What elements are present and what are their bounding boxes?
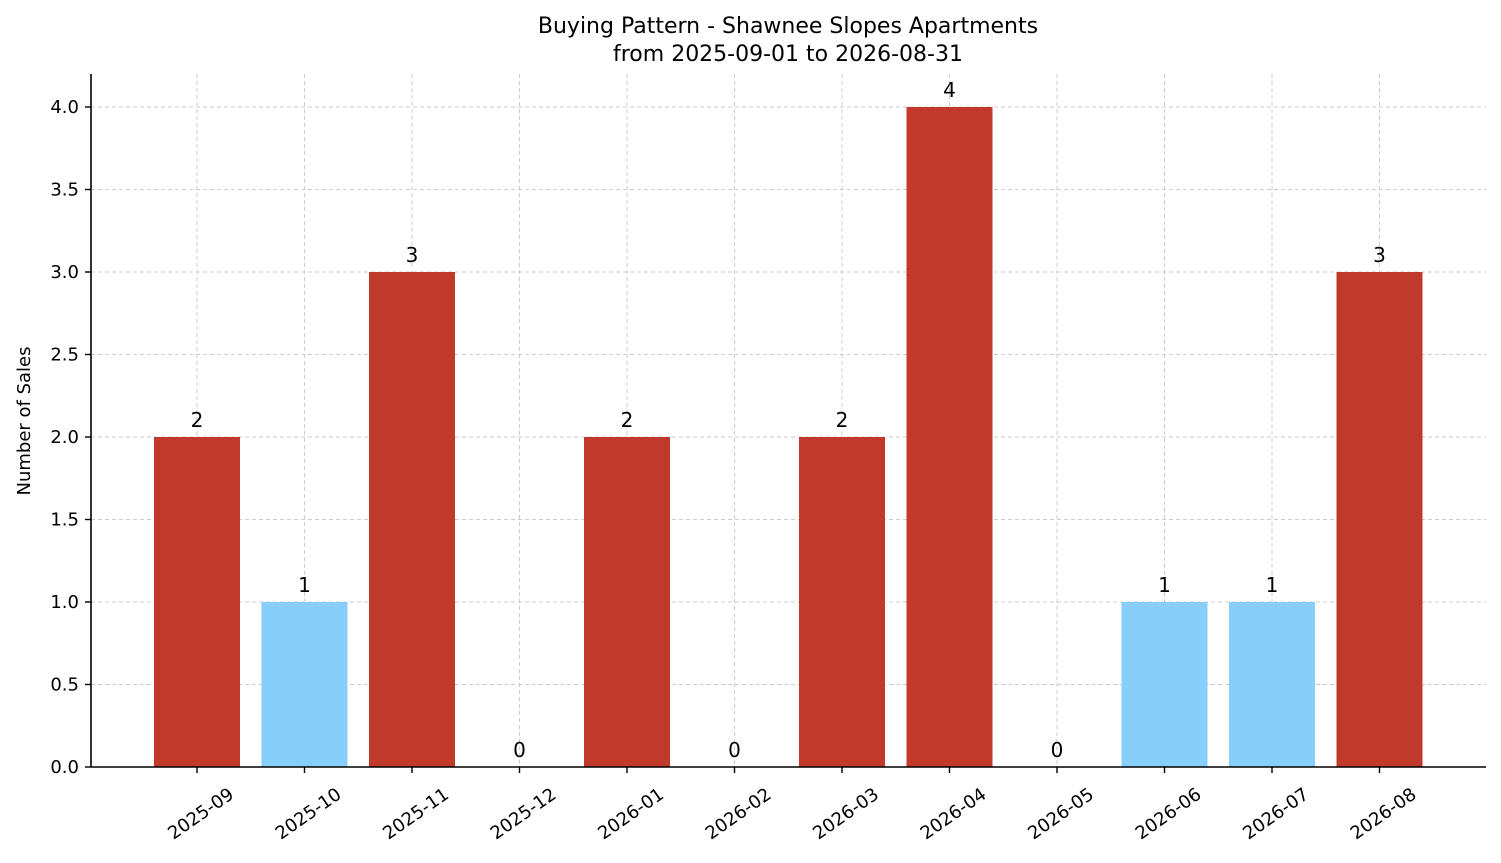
chart-title: Buying Pattern - Shawnee Slopes Apartmen…: [538, 14, 1038, 39]
bar-2025-09: [154, 437, 240, 767]
x-tick-label-2025-10: 2025-10: [272, 784, 346, 844]
x-tick-label-2026-07: 2026-07: [1239, 784, 1313, 844]
bar-2026-01: [584, 437, 670, 767]
data-label-2025-12: 0: [513, 738, 526, 762]
data-label-2025-10: 1: [298, 573, 311, 597]
x-tick-label-2026-02: 2026-02: [702, 784, 776, 844]
bar-2026-08: [1336, 272, 1423, 767]
y-tick-label: 0.0: [50, 757, 79, 778]
x-tick-label-2025-12: 2025-12: [487, 784, 561, 844]
data-label-2026-03: 2: [836, 408, 849, 432]
x-tick-label-2025-09: 2025-09: [164, 784, 238, 844]
bar-2025-11: [369, 272, 455, 767]
y-tick-label: 1.0: [50, 592, 79, 613]
y-tick-label: 1.5: [50, 510, 79, 531]
y-tick-label: 0.5: [50, 675, 79, 696]
data-label-2026-04: 4: [943, 78, 956, 102]
y-axis-label: Number of Sales: [14, 346, 35, 495]
bar-2026-06: [1121, 602, 1208, 767]
x-tick-label-2026-03: 2026-03: [809, 784, 883, 844]
bars-layer: [154, 107, 1423, 767]
y-tick-label: 2.0: [50, 427, 79, 448]
x-tick-label-2025-11: 2025-11: [379, 784, 453, 844]
data-label-2025-09: 2: [191, 408, 204, 432]
x-tick-label-2026-04: 2026-04: [917, 784, 991, 844]
x-tick-label-2026-05: 2026-05: [1024, 784, 1098, 844]
y-tick-label: 4.0: [50, 97, 79, 118]
labels-layer: 0.0 0.5 1.0 1.5 2.0 2.5 3.0 3.5 4.0 2 1 3 0 2 0 2 4 0 1 1 3 2…: [50, 78, 1420, 844]
y-tick-label: 2.5: [50, 345, 79, 366]
y-tick-label: 3.5: [50, 180, 79, 201]
data-label-2026-06: 1: [1158, 573, 1171, 597]
bar-2026-04: [906, 107, 993, 767]
data-label-2026-08: 3: [1373, 243, 1386, 267]
data-label-2025-11: 3: [406, 243, 419, 267]
data-label-2026-07: 1: [1266, 573, 1279, 597]
data-label-2026-05: 0: [1051, 738, 1064, 762]
x-tick-label-2026-06: 2026-06: [1132, 784, 1206, 844]
bar-2025-10: [261, 602, 348, 767]
y-tick-label: 3.0: [50, 262, 79, 283]
chart-subtitle: from 2025-09-01 to 2026-08-31: [613, 42, 963, 67]
bar-2026-07: [1229, 602, 1315, 767]
data-label-2026-02: 0: [728, 738, 741, 762]
x-tick-label-2026-01: 2026-01: [594, 784, 668, 844]
data-label-2026-01: 2: [621, 408, 634, 432]
x-tick-label-2026-08: 2026-08: [1347, 784, 1421, 844]
bar-2026-03: [799, 437, 885, 767]
axes-layer: [85, 74, 1486, 773]
